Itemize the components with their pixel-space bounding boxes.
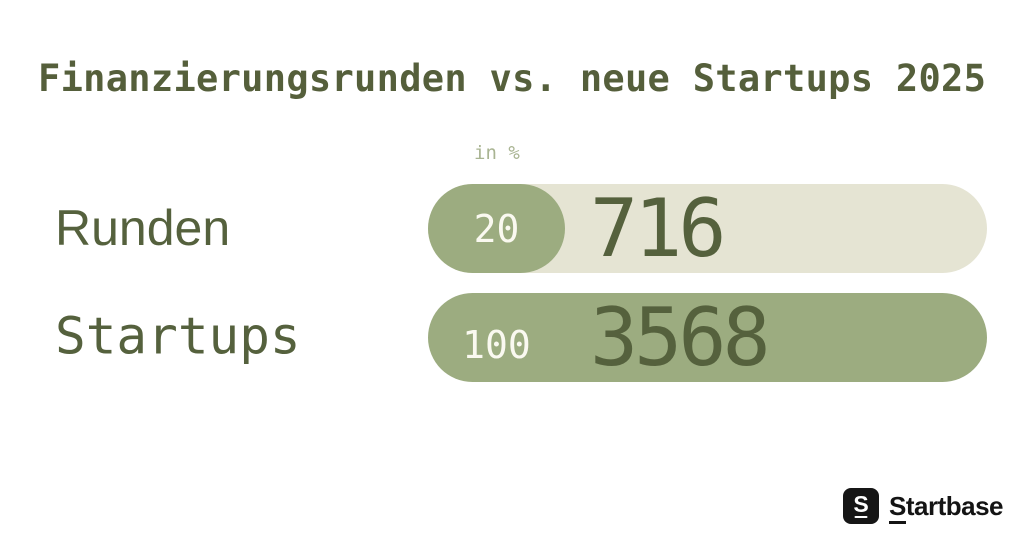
percent-value-runden: 20: [473, 206, 520, 251]
startbase-logo-icon: S: [843, 488, 879, 524]
bar-fill-startups: 100 3568: [428, 293, 987, 382]
logo-mark-letter: S: [853, 490, 869, 517]
percent-value-startups: 100: [462, 322, 531, 367]
unit-label: in %: [474, 142, 520, 164]
wordmark-initial: S: [889, 491, 906, 524]
count-value-runden: 716: [590, 181, 726, 275]
chart-row-startups: Startups 100 3568: [0, 293, 1024, 382]
page-title: Finanzierungsrunden vs. neue Startups 20…: [38, 57, 987, 100]
startbase-logo: S Startbase: [843, 488, 1004, 524]
row-label-runden: Runden: [55, 199, 231, 256]
bar-fill-runden: 20: [428, 184, 565, 273]
logo-mark-underline-icon: [854, 515, 868, 518]
count-value-startups: 3568: [590, 290, 771, 384]
wordmark-rest: tartbase: [905, 491, 1004, 521]
startbase-wordmark: Startbase: [889, 491, 1004, 524]
row-label-startups: Startups: [55, 306, 301, 366]
chart-row-runden: Runden 20 716: [0, 184, 1024, 273]
percent-pill-startups: 100: [428, 293, 565, 382]
bar-track-runden: 20 716: [428, 184, 987, 273]
